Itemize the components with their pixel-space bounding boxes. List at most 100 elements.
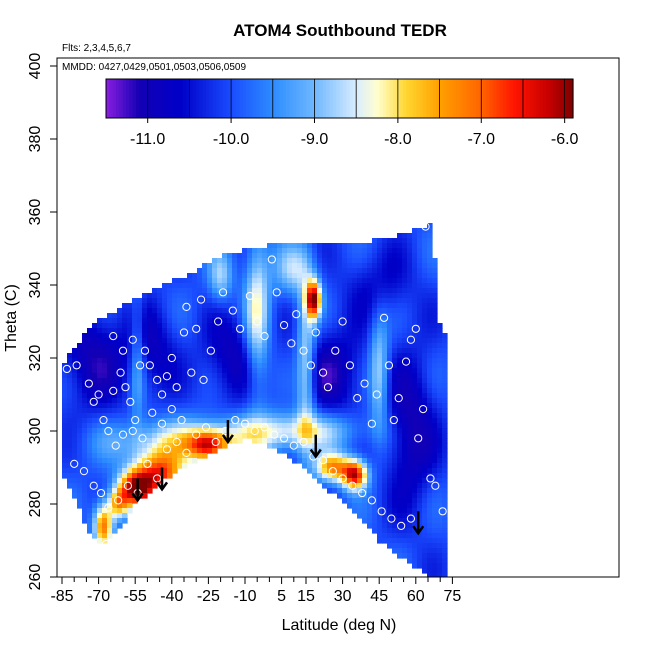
- observation-point: [126, 397, 135, 406]
- heat-cell: [357, 253, 363, 259]
- heat-cell: [362, 413, 368, 419]
- heat-cell: [422, 488, 428, 494]
- heat-cell: [337, 378, 343, 384]
- heat-cell: [332, 438, 338, 444]
- heat-cell: [412, 268, 418, 274]
- heat-cell: [332, 318, 338, 324]
- heat-cell: [92, 508, 98, 514]
- heat-cell: [162, 473, 168, 479]
- heat-cell: [432, 543, 438, 549]
- heat-cell: [357, 288, 363, 294]
- heat-cell: [412, 458, 418, 464]
- heat-cell: [422, 353, 428, 359]
- heat-cell: [387, 428, 393, 434]
- heat-cell: [397, 333, 403, 339]
- heat-cell: [62, 453, 68, 459]
- heat-cell: [257, 378, 263, 384]
- heat-cell: [72, 393, 78, 399]
- heat-cell: [277, 278, 283, 284]
- heat-cell: [397, 273, 403, 279]
- heat-cell: [322, 293, 328, 299]
- heat-cell: [387, 443, 393, 449]
- heat-cell: [132, 428, 138, 434]
- heat-cell: [402, 263, 408, 269]
- colorbar-cell: [252, 79, 257, 118]
- heat-cell: [242, 263, 248, 269]
- heat-cell: [92, 423, 98, 429]
- heat-cell: [117, 308, 123, 314]
- heat-cell: [122, 353, 128, 359]
- heat-cell: [342, 478, 348, 484]
- heat-cell: [442, 363, 448, 369]
- heat-cell: [432, 358, 438, 364]
- observation-point: [162, 445, 172, 454]
- heat-cell: [402, 363, 408, 369]
- heat-cell: [82, 373, 88, 379]
- heat-cell: [212, 383, 218, 389]
- heat-cell: [377, 303, 383, 309]
- heat-cell: [287, 353, 293, 359]
- heat-cell: [382, 523, 388, 529]
- colorbar-cell: [506, 79, 511, 118]
- heat-cell: [397, 298, 403, 304]
- heat-cell: [167, 428, 173, 434]
- heat-cell: [277, 438, 283, 444]
- heat-cell: [207, 378, 213, 384]
- heat-cell: [222, 273, 228, 279]
- heat-cell: [392, 283, 398, 289]
- heat-cell: [412, 393, 418, 399]
- heat-cell: [72, 413, 78, 419]
- heat-cell: [132, 423, 138, 429]
- heat-cell: [402, 408, 408, 414]
- heat-cell: [92, 438, 98, 444]
- heat-cell: [242, 393, 248, 399]
- heat-cell: [412, 298, 418, 304]
- heat-cell: [127, 448, 133, 454]
- heat-cell: [337, 398, 343, 404]
- heat-cell: [192, 448, 198, 454]
- heat-cell: [362, 248, 368, 254]
- colorbar-cell: [472, 79, 477, 118]
- heat-cell: [132, 438, 138, 444]
- heat-cell: [242, 273, 248, 279]
- heat-cell: [387, 458, 393, 464]
- heat-cell: [97, 403, 103, 409]
- heat-cell: [372, 523, 378, 529]
- heat-cell: [417, 428, 423, 434]
- heat-cell: [382, 513, 388, 519]
- heat-cell: [252, 288, 258, 294]
- heat-cell: [307, 363, 313, 369]
- heat-cell: [82, 498, 88, 504]
- heat-cell: [322, 453, 328, 459]
- heat-cell: [282, 353, 288, 359]
- heat-cell: [107, 368, 113, 374]
- heat-cell: [132, 388, 138, 394]
- heat-cell: [312, 408, 318, 414]
- colorbar-cell: [399, 79, 404, 118]
- colorbar-cell: [149, 79, 154, 118]
- x-tick-label: 75: [444, 588, 462, 605]
- heat-cell: [422, 478, 428, 484]
- heat-cell: [282, 258, 288, 264]
- heat-cell: [197, 408, 203, 414]
- heat-cell: [247, 318, 253, 324]
- heat-cell: [182, 388, 188, 394]
- colorbar-cell: [386, 79, 391, 118]
- heat-cell: [77, 348, 83, 354]
- heat-cell: [372, 263, 378, 269]
- heat-cell: [432, 558, 438, 564]
- heat-cell: [272, 333, 278, 339]
- heat-cell: [347, 423, 353, 429]
- observation-point: [201, 423, 211, 432]
- heat-cell: [132, 308, 138, 314]
- heat-cell: [147, 408, 153, 414]
- heat-cell: [407, 413, 413, 419]
- colorbar-cell: [159, 79, 164, 118]
- heat-cell: [422, 228, 428, 234]
- heat-cell: [112, 448, 118, 454]
- heat-cell: [167, 353, 173, 359]
- heat-cell: [287, 333, 293, 339]
- heat-cell: [162, 323, 168, 329]
- heat-cell: [332, 278, 338, 284]
- heat-cell: [277, 293, 283, 299]
